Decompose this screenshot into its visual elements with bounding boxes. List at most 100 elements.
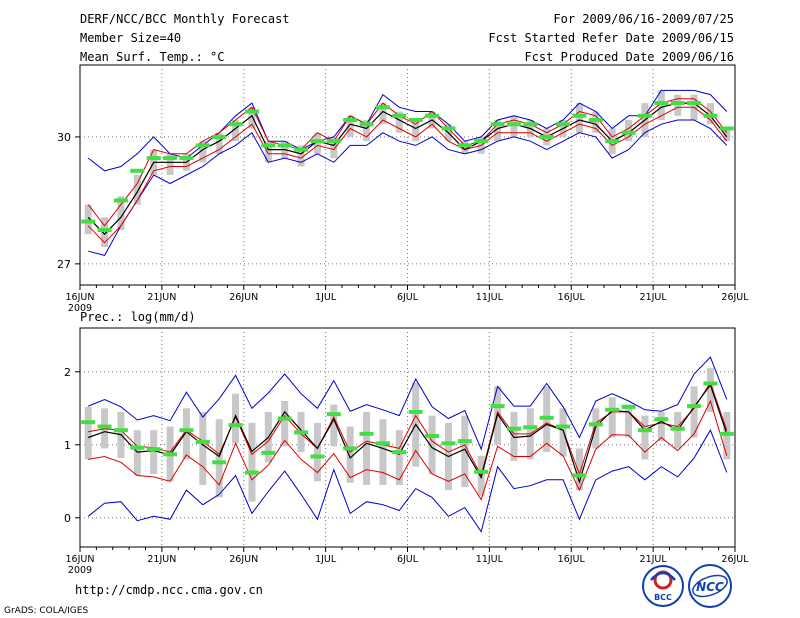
ensemble-box bbox=[182, 408, 190, 460]
ensemble-box bbox=[199, 411, 207, 485]
ensemble-box bbox=[150, 430, 158, 474]
x-tick-label: 6JUL bbox=[397, 292, 419, 303]
ensemble-box bbox=[313, 132, 321, 154]
observed-marker bbox=[195, 143, 210, 148]
observed-marker bbox=[343, 446, 358, 451]
ensemble-box bbox=[84, 204, 92, 235]
observed-marker bbox=[425, 113, 440, 118]
y-tick-label: 30 bbox=[57, 131, 71, 144]
observed-marker bbox=[310, 139, 325, 144]
observed-marker bbox=[97, 228, 112, 232]
ensemble-box bbox=[117, 196, 125, 230]
observed-marker bbox=[81, 420, 96, 425]
ensemble-box bbox=[625, 120, 633, 142]
observed-marker bbox=[687, 101, 702, 106]
observed-marker bbox=[113, 198, 128, 203]
observed-marker bbox=[130, 168, 145, 173]
observed-marker bbox=[408, 118, 423, 122]
envelope-max-line bbox=[88, 356, 728, 451]
observed-marker bbox=[261, 450, 276, 455]
ensemble-box bbox=[625, 404, 633, 438]
observed-marker bbox=[588, 118, 603, 122]
observed-marker bbox=[228, 423, 243, 428]
observed-marker bbox=[163, 452, 178, 457]
ensemble-box bbox=[346, 115, 354, 137]
observed-marker bbox=[474, 469, 489, 474]
observed-marker bbox=[146, 447, 161, 452]
observed-marker bbox=[654, 101, 669, 106]
ensemble-box bbox=[330, 404, 338, 447]
ensemble-box bbox=[395, 430, 403, 485]
observed-marker bbox=[621, 404, 636, 409]
observed-marker bbox=[719, 431, 734, 436]
observed-marker bbox=[326, 139, 341, 144]
chart-title: DERF/NCC/BCC Monthly Forecast bbox=[80, 12, 290, 26]
precipitation-panel: 16JUN 21JUN 26JUN 1JUL 6JUL 11JUL 16JUL 21JUL 26… bbox=[64, 327, 749, 576]
variable-label: Mean Surf. Temp.: °C bbox=[80, 50, 225, 64]
observed-marker bbox=[408, 409, 423, 414]
envelope-max-line bbox=[87, 89, 728, 172]
observed-marker bbox=[621, 130, 636, 135]
ensemble-box bbox=[706, 368, 714, 412]
observed-marker bbox=[326, 412, 341, 417]
temperature-panel: 16JUN 21JUN 26JUN 1JUL 6JUL 11JUL 16JUL 21JUL 26… bbox=[57, 64, 749, 314]
red-lower-line bbox=[88, 399, 728, 501]
observed-marker bbox=[195, 439, 210, 444]
observed-marker bbox=[228, 122, 243, 127]
observed-marker bbox=[605, 139, 620, 144]
ensemble-box bbox=[215, 419, 223, 498]
ensemble-mean-line bbox=[87, 102, 728, 236]
x-tick-label: 26JUL bbox=[721, 292, 749, 303]
y-tick-label: 27 bbox=[57, 258, 71, 271]
ensemble-box bbox=[133, 430, 141, 476]
observed-marker bbox=[375, 441, 390, 446]
precip-label: Prec.: log(mm/d) bbox=[80, 310, 196, 324]
observed-marker bbox=[425, 434, 440, 439]
observed-marker bbox=[294, 147, 309, 152]
observed-marker bbox=[375, 105, 390, 110]
ensemble-box bbox=[575, 448, 583, 491]
x-tick-label: 16JUL bbox=[558, 554, 586, 565]
x-year-label: 2009 bbox=[68, 565, 92, 576]
x-tick-label: 1JUL bbox=[315, 554, 337, 565]
observed-marker bbox=[277, 416, 292, 421]
ensemble-box bbox=[281, 401, 289, 447]
y-tick-label: 1 bbox=[64, 439, 71, 452]
y-tick-label: 2 bbox=[64, 366, 71, 379]
observed-marker bbox=[179, 428, 194, 433]
observed-marker bbox=[719, 126, 734, 131]
observed-marker bbox=[343, 118, 358, 122]
red-upper-line bbox=[87, 98, 728, 227]
observed-marker bbox=[572, 113, 587, 118]
observed-marker bbox=[441, 126, 456, 131]
ensemble-box bbox=[575, 103, 583, 133]
observed-marker bbox=[441, 441, 456, 446]
ensemble-box bbox=[346, 426, 354, 483]
x-tick-label: 16JUN bbox=[66, 292, 95, 303]
ensemble-box bbox=[559, 408, 567, 457]
forecast-range: For 2009/06/16-2009/07/25 bbox=[553, 12, 734, 26]
observed-marker bbox=[277, 143, 292, 148]
envelope-min-line bbox=[87, 429, 728, 533]
ensemble-box bbox=[248, 422, 256, 502]
observed-marker bbox=[588, 422, 603, 427]
ensemble-box bbox=[379, 419, 387, 485]
ensemble-box bbox=[215, 132, 223, 154]
ensemble-box bbox=[657, 90, 665, 120]
ensemble-box bbox=[166, 153, 174, 175]
ensemble-box bbox=[674, 94, 682, 116]
y-tick-label: 0 bbox=[64, 512, 71, 525]
footer-url[interactable]: http://cmdp.ncc.cma.gov.cn bbox=[75, 583, 263, 597]
observed-marker bbox=[294, 430, 309, 435]
x-tick-label: 26JUN bbox=[229, 292, 258, 303]
observed-marker bbox=[130, 445, 145, 450]
ensemble-box bbox=[133, 175, 141, 205]
x-tick-label: 11JUL bbox=[476, 292, 504, 303]
observed-marker bbox=[572, 473, 587, 478]
ensemble-box bbox=[395, 111, 403, 133]
ensemble-box bbox=[428, 415, 436, 474]
ensemble-box bbox=[510, 411, 518, 461]
ensemble-mean-line bbox=[87, 383, 728, 485]
x-tick-label: 6JUL bbox=[397, 554, 419, 565]
refer-date: Fcst Started Refer Date 2009/06/15 bbox=[488, 31, 734, 45]
